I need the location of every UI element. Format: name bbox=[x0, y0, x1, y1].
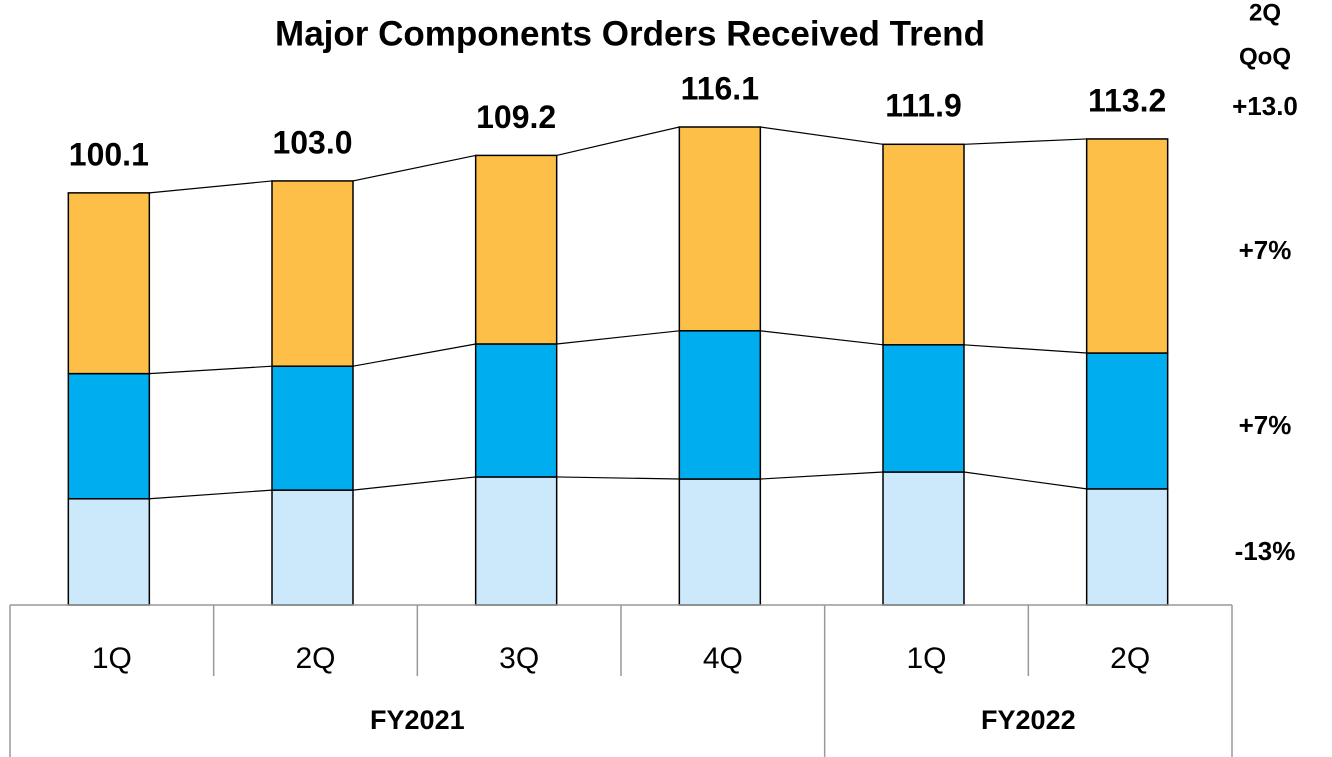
total-label: 116.1 bbox=[681, 70, 759, 106]
total-label: 113.2 bbox=[1088, 82, 1166, 118]
qoq-segment: -13% bbox=[1235, 536, 1296, 566]
connector bbox=[352, 476, 476, 491]
connector bbox=[556, 476, 680, 480]
connector bbox=[352, 343, 476, 367]
connector bbox=[963, 138, 1087, 145]
total-label: 111.9 bbox=[885, 88, 962, 124]
total-label: 103.0 bbox=[272, 124, 352, 160]
total-label: 109.2 bbox=[476, 99, 556, 135]
qoq-segment: +7% bbox=[1239, 410, 1292, 440]
bar-segment bbox=[474, 343, 558, 478]
bar-segment bbox=[882, 471, 965, 606]
connector bbox=[760, 330, 884, 346]
bar-segment bbox=[1085, 488, 1169, 606]
bar-segment bbox=[67, 498, 151, 606]
bar-segment bbox=[678, 330, 762, 480]
bar-segment bbox=[1085, 352, 1169, 490]
connector bbox=[963, 471, 1087, 490]
bar-segment bbox=[678, 478, 762, 606]
bar-segment bbox=[271, 365, 354, 491]
chart-title: Major Components Orders Received Trend bbox=[275, 14, 985, 53]
qoq-title: QoQ bbox=[1239, 43, 1291, 70]
bar-segment bbox=[474, 476, 558, 606]
qoq-segment: +7% bbox=[1239, 235, 1292, 265]
connector bbox=[149, 180, 273, 194]
bar-segment bbox=[271, 489, 354, 606]
bar-segment bbox=[882, 143, 965, 346]
qoq-total: +13.0 bbox=[1232, 91, 1298, 121]
connector bbox=[963, 344, 1087, 354]
x-tick-label: 2Q bbox=[1110, 642, 1150, 675]
bar-segment bbox=[678, 126, 762, 332]
x-tick-label: 3Q bbox=[499, 642, 539, 675]
connector bbox=[149, 489, 273, 500]
bar-segment bbox=[67, 192, 151, 375]
group-label: FY2021 bbox=[370, 705, 465, 735]
connector bbox=[760, 471, 884, 480]
bar-segment bbox=[67, 372, 151, 500]
x-tick-label: 2Q bbox=[295, 642, 335, 675]
bar-segment bbox=[271, 180, 354, 367]
bar-segment bbox=[1085, 138, 1169, 354]
connector bbox=[556, 330, 680, 345]
group-label: FY2022 bbox=[981, 705, 1076, 735]
x-tick-label: 1Q bbox=[92, 642, 132, 675]
qoq-title: 2Q bbox=[1249, 0, 1281, 26]
connector bbox=[352, 154, 476, 182]
connector bbox=[149, 365, 273, 375]
bar-segment bbox=[474, 154, 558, 345]
x-tick-label: 4Q bbox=[703, 642, 743, 675]
bar-segment bbox=[882, 344, 965, 473]
connector bbox=[760, 126, 884, 145]
x-tick-label: 1Q bbox=[906, 642, 946, 675]
total-label: 100.1 bbox=[69, 136, 149, 172]
connector bbox=[556, 126, 680, 156]
